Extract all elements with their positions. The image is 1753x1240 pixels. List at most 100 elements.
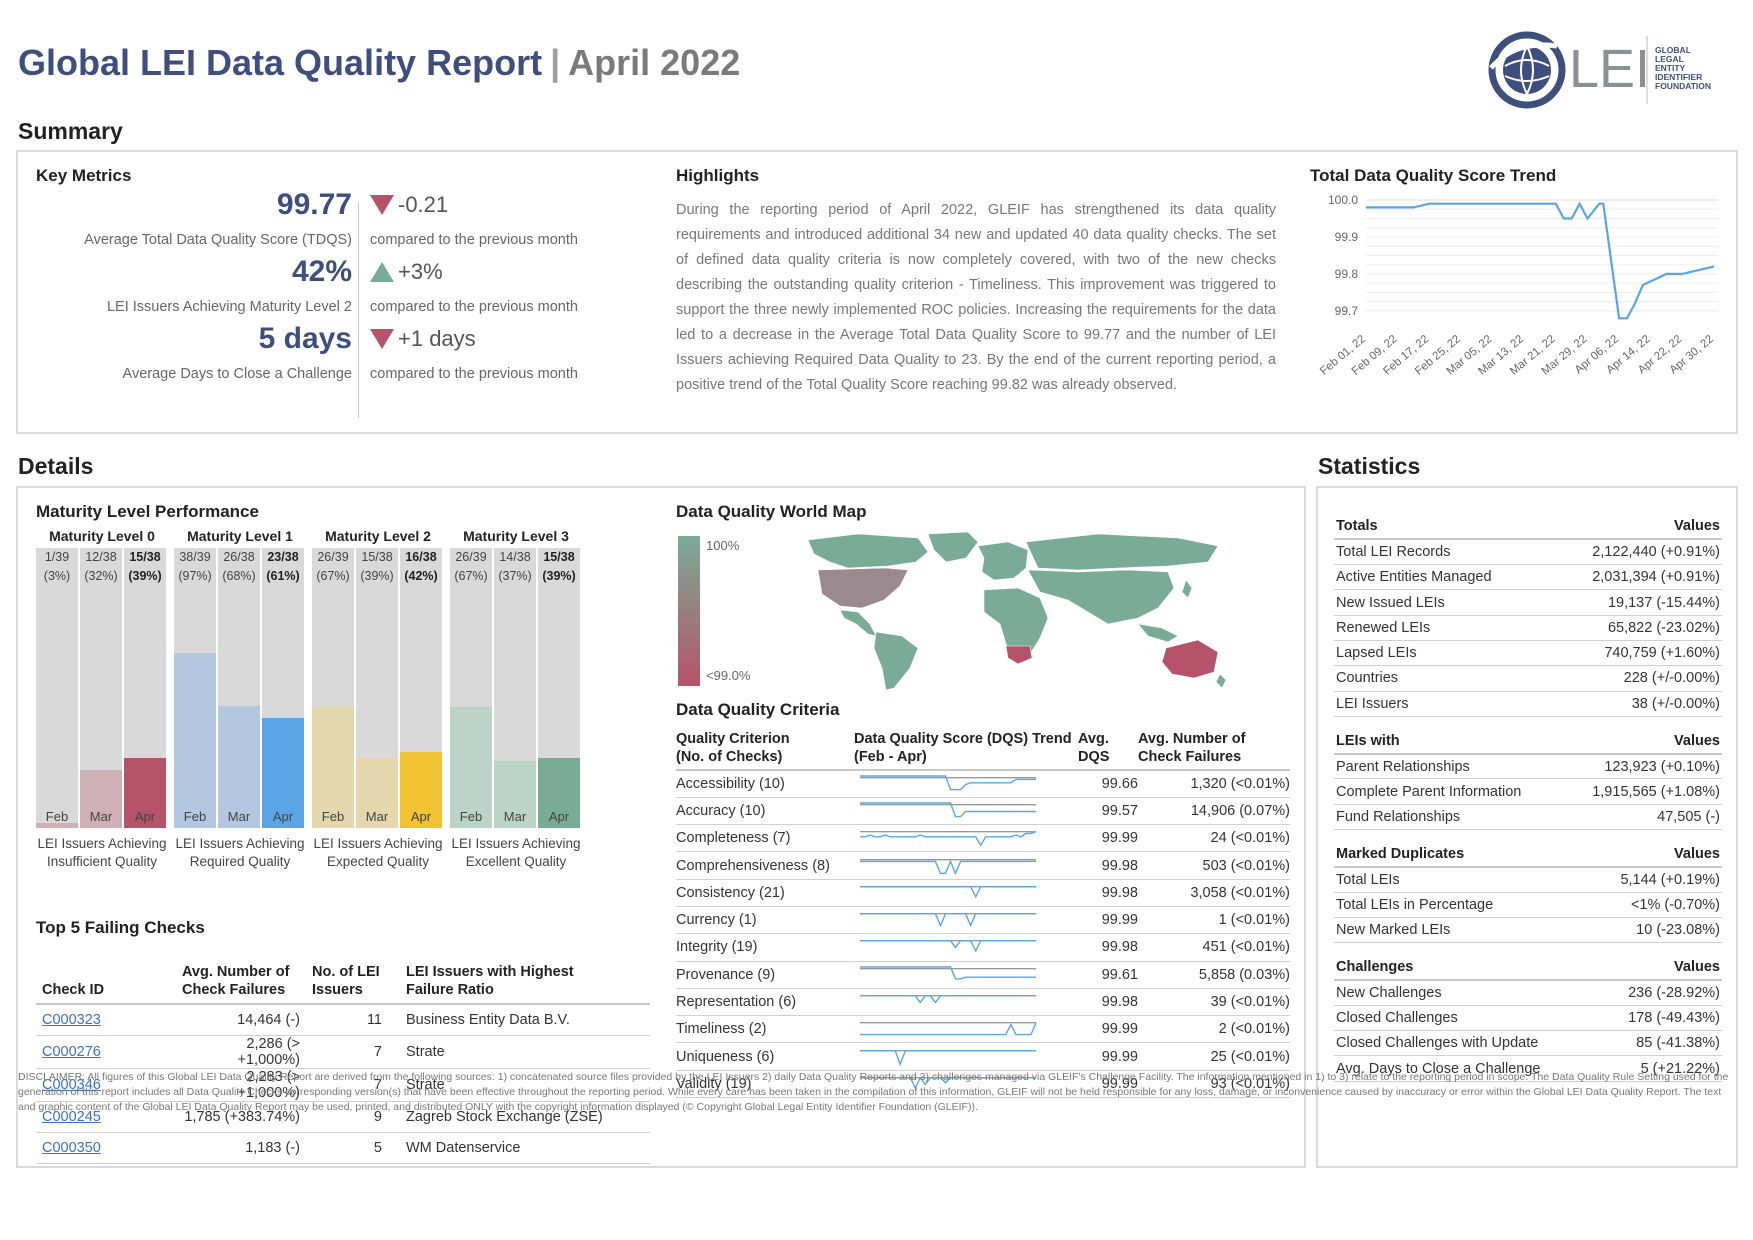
stat-value: 740,759 (+1.60%) [1571,640,1722,667]
map-europe [977,541,1029,581]
check-issuers: 5 [306,1132,388,1164]
criteria-row: Provenance (9) 99.61 5,858 (0.03%) [676,961,1290,989]
stat-key: Lapsed LEIs [1334,640,1572,667]
check-failures: 1,183 (-) [176,1132,306,1164]
sparkline-path [860,913,1036,928]
col-avg-dqs: Avg. DQS [1078,726,1138,771]
triangle-up-icon [370,262,394,282]
criteria-table: Quality Criterion (No. of Checks) Data Qu… [676,726,1290,1099]
map-canada [807,533,929,569]
maturity-bar-fill [36,822,78,828]
stat-row: Closed Challenges with Update 85 (-41.38%… [1334,1030,1722,1057]
sparkline-path [860,1049,1036,1066]
stat-row: New Marked LEIs 10 (-23.08%) [1334,917,1722,944]
maturity-pct: (39%) [542,569,576,583]
maturity-count: 26/39 [455,550,487,564]
criterion-dqs: 99.99 [1078,1070,1138,1099]
summary-panel: Key Metrics 99.77 Average Total Data Qual… [16,150,1738,434]
stat-group-title: Totals [1334,514,1572,541]
stat-value: 5,144 (+0.19%) [1571,866,1722,893]
statistics-table: Totals Values Total LEI Records 2,122,440 (… [1334,514,1722,1082]
metric-change: -0.21 [370,192,448,218]
stat-values-label: Values [1571,728,1722,755]
maturity-bar-mar: 14/38 (37%) Mar [494,548,536,828]
maturity-count: 38/39 [179,550,211,564]
criterion-trend-cell [854,824,1078,853]
stat-value: 236 (-28.92%) [1571,980,1722,1006]
check-id-link[interactable]: C000323 [42,1011,101,1028]
check-id-cell: C000350 [36,1132,176,1164]
criterion-sparkline [860,1076,1036,1090]
trend-ytick: 100.0 [1328,193,1358,207]
maturity-caption-2: Excellent Quality [465,854,567,869]
check-failures: 2,283 (> +1,000%) [176,1068,306,1102]
maturity-caption-1: LEI Issuers Achieving [451,836,581,851]
metric-value: 42% [291,255,352,288]
maturity-month: Apr [410,809,432,824]
maturity-bar-fill [494,761,536,828]
maturity-pct: (67%) [316,569,350,583]
maturity-month: Apr [548,809,570,824]
criteria-row: Comprehensiveness (8) 99.98 503 (<0.01%) [676,851,1290,880]
map-asia [1027,569,1175,625]
stat-key: Total LEIs in Percentage [1334,892,1572,918]
report-title: Global LEI Data Quality Report | April 202… [18,42,740,84]
stat-row: Countries 228 (+/-0.00%) [1334,665,1722,692]
map-new-zealand [1215,673,1227,689]
stat-row: Fund Relationships 47,505 (-) [1334,804,1722,831]
stat-key: Total LEIs [1334,866,1572,893]
stat-group-header: Totals Values [1334,514,1722,541]
criterion-name: Completeness (7) [676,824,854,853]
check-id-cell: C000346 [36,1068,176,1102]
logo-subtext-line: ENTITY [1655,63,1686,73]
stat-row: Renewed LEIs 65,822 (-23.02%) [1334,615,1722,641]
criterion-trend-cell [854,961,1078,989]
check-id-link[interactable]: C000350 [42,1139,101,1156]
map-usa [817,567,909,609]
criterion-failures: 25 (<0.01%) [1138,1042,1290,1071]
check-failures: 14,464 (-) [176,1004,306,1036]
maturity-pct: (42%) [404,569,438,583]
check-id-link[interactable]: C000276 [42,1043,101,1060]
stat-key: Countries [1334,665,1572,692]
stat-key: New Issued LEIs [1334,589,1572,616]
stat-value: 47,505 (-) [1571,804,1722,831]
check-id-link[interactable]: C000346 [42,1076,101,1093]
criterion-dqs: 99.99 [1078,824,1138,853]
maturity-bar-fill [80,770,122,828]
map-legend-min: <99.0% [706,668,751,683]
maturity-pct: (68%) [222,569,256,583]
check-id-cell: C000323 [36,1004,176,1036]
report-date: April 2022 [568,42,741,83]
map-south-africa [1005,645,1033,665]
maturity-bar-fill [400,752,442,828]
criteria-row: Consistency (21) 99.98 3,058 (<0.01%) [676,879,1290,907]
criterion-failures: 93 (<0.01%) [1138,1070,1290,1099]
metric-compare: compared to the previous month [370,232,578,248]
maturity-bar-fill [312,707,354,828]
maturity-bar-apr: 15/38 (39%) Apr [124,548,166,828]
metric-label: Average Days to Close a Challenge [122,366,352,382]
stat-row: Total LEI Records 2,122,440 (+0.91%) [1334,539,1722,566]
criterion-name: Accessibility (10) [676,770,854,798]
maturity-bar-fill [124,757,166,828]
criterion-failures: 1 (<0.01%) [1138,906,1290,935]
maturity-bar-apr: 16/38 (42%) Apr [400,548,442,828]
maturity-pct: (61%) [266,569,300,583]
maturity-level-3: Maturity Level 3 26/39 (67%) Feb 14/38 (37%) M… [450,528,582,869]
stat-value: 178 (-49.43%) [1571,1005,1722,1032]
criterion-dqs: 99.98 [1078,988,1138,1017]
criterion-trend-cell [854,1042,1078,1071]
summary-heading: Summary [18,118,123,144]
stat-value: 38 (+/-0.00%) [1571,691,1722,717]
stat-group-header: Marked Duplicates Values [1334,841,1722,868]
stat-value: 19,137 (-15.44%) [1571,589,1722,616]
check-id-link[interactable]: C000245 [42,1108,101,1125]
criterion-dqs: 99.57 [1078,797,1138,826]
criteria-row: Integrity (19) 99.98 451 (<0.01%) [676,933,1290,962]
maturity-caption-1: LEI Issuers Achieving [175,836,305,851]
trend-ytick: 99.9 [1335,230,1359,244]
world-map-heading: Data Quality World Map [676,502,867,521]
maturity-bar-apr: 15/38 (39%) Apr [538,548,580,828]
stat-key: Fund Relationships [1334,804,1572,831]
